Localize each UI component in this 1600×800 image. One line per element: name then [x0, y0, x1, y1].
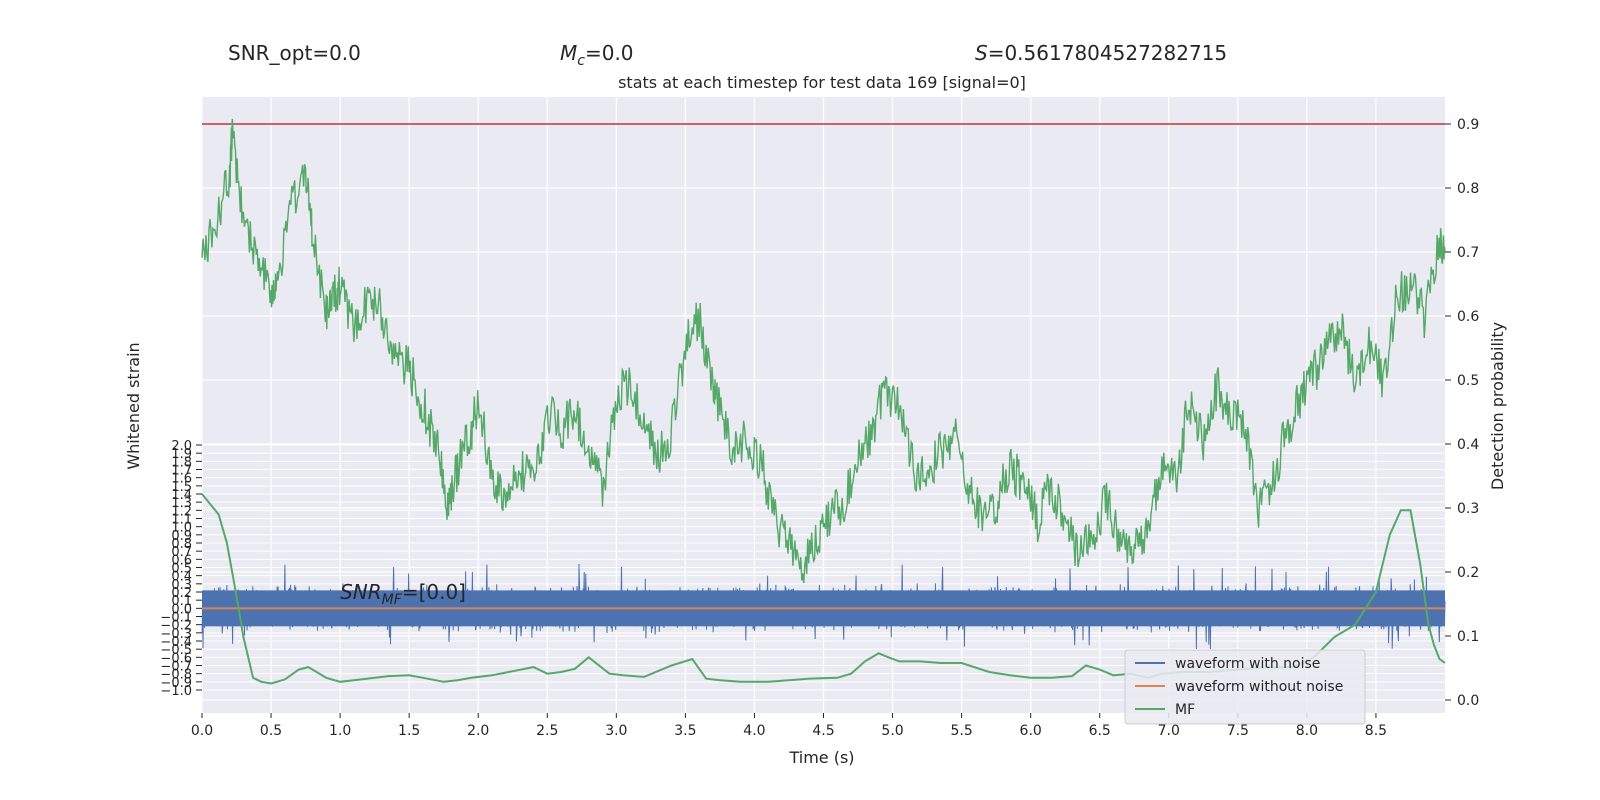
x-tick-label: 4.0 [743, 723, 765, 739]
x-tick-label: 6.5 [1089, 723, 1111, 739]
left-tick-label: −0.5 [160, 643, 192, 658]
x-tick-label: 5.0 [881, 723, 903, 739]
x-tick-label: 0.0 [191, 723, 213, 739]
mc-symbol: M [560, 41, 577, 65]
right-tick-label: 0.4 [1457, 437, 1479, 453]
x-tick-label: 7.0 [1158, 723, 1180, 739]
legend-label-waveform-without-noise: waveform without noise [1175, 679, 1343, 695]
left-tick-label: 0.7 [171, 545, 192, 560]
left-axis-label: Whitened strain [124, 342, 143, 469]
mc-value: =0.0 [585, 41, 634, 65]
left-tick-label: 0.0 [171, 602, 192, 617]
left-tick-label: 1.0 [171, 521, 192, 536]
left-tick-label: −0.1 [160, 611, 192, 626]
x-tick-label: 2.5 [536, 723, 558, 739]
x-axis-label: Time (s) [788, 748, 854, 767]
left-tick-label: −0.4 [160, 635, 192, 650]
x-tick-label: 1.5 [398, 723, 420, 739]
score-text: S=0.5617804527282715 [975, 41, 1227, 65]
snr-mf-rest: =[0.0] [402, 580, 466, 604]
s-value: =0.5617804527282715 [988, 41, 1227, 65]
right-tick-label: 0.0 [1457, 693, 1479, 709]
left-tick-label: −0.7 [160, 660, 192, 675]
snr-mf-base: SNR [340, 580, 382, 604]
left-tick-label: 0.2 [171, 586, 192, 601]
snr-opt-text: SNR_opt=0.0 [228, 41, 361, 65]
left-tick-label: −0.2 [160, 619, 192, 634]
x-tick-label: 1.0 [329, 723, 351, 739]
left-tick-label: 1.5 [171, 480, 192, 495]
grid-right [202, 123, 1445, 701]
left-tick-label: 1.4 [171, 488, 192, 503]
x-tick-label: 8.5 [1365, 723, 1387, 739]
s-symbol: S [975, 41, 988, 65]
legend-box [1124, 649, 1366, 725]
left-tick-label: 1.1 [171, 513, 192, 528]
left-tick-label: 1.3 [171, 496, 192, 511]
right-tick-label: 0.3 [1457, 501, 1479, 517]
x-tick-label: 4.5 [812, 723, 834, 739]
left-tick-label: −0.8 [160, 668, 192, 683]
x-tick-label: 8.0 [1296, 723, 1318, 739]
x-tick-label: 7.5 [1227, 723, 1249, 739]
x-tick-label: 5.5 [950, 723, 972, 739]
mc-subscript: c [577, 53, 585, 69]
x-tick-label: 0.5 [260, 723, 282, 739]
left-tick-label: −1.0 [160, 684, 192, 699]
left-tick-label: −0.3 [160, 627, 192, 642]
left-tick-label: 0.4 [171, 570, 192, 585]
right-tick-label: 0.1 [1457, 629, 1479, 645]
axes-ticks: 0.0 0.5 1.0 1.5 2.0 2.5 3.0 3.5 4.0 4.5 5.0 5.5 6.0 6… [160, 117, 1479, 739]
left-tick-label: 2.0 [171, 439, 192, 454]
right-tick-label: 0.8 [1457, 181, 1479, 197]
left-tick-label: 1.9 [171, 447, 192, 462]
chirp-mass-text: Mc=0.0 [560, 41, 634, 69]
left-tick-label: 0.1 [171, 594, 192, 609]
left-tick-label: 0.8 [171, 537, 192, 552]
left-tick-label: −0.6 [160, 651, 192, 666]
right-tick-label: 0.2 [1457, 565, 1479, 581]
left-tick-label: −0.9 [160, 676, 192, 691]
right-axis-label: Detection probability [1488, 322, 1507, 490]
left-tick-label: 1.8 [171, 455, 192, 470]
snr-mf-sub: MF [382, 592, 403, 608]
x-tick-label: 3.5 [674, 723, 696, 739]
x-tick-label: 3.0 [605, 723, 627, 739]
left-tick-label: 0.5 [171, 562, 192, 577]
legend-label-mf: MF [1175, 702, 1195, 718]
right-tick-label: 0.7 [1457, 245, 1479, 261]
left-tick-label: 0.6 [171, 553, 192, 568]
chart-title: stats at each timestep for test data 169… [618, 73, 1026, 92]
left-tick-label: 0.3 [171, 578, 192, 593]
legend-label-waveform-with-noise: waveform with noise [1175, 656, 1320, 672]
left-tick-label: 1.6 [171, 472, 192, 487]
series-detection-probability [201, 118, 1446, 584]
left-tick-label: 1.2 [171, 504, 192, 519]
left-tick-label: 0.9 [171, 529, 192, 544]
legend: waveform with noise waveform without noi… [1124, 649, 1366, 725]
x-tick-label: 6.0 [1020, 723, 1042, 739]
right-tick-label: 0.9 [1457, 117, 1479, 133]
right-tick-label: 0.5 [1457, 373, 1479, 389]
x-tick-label: 2.0 [467, 723, 489, 739]
right-tick-label: 0.6 [1457, 309, 1479, 325]
snr-mf-annotation: SNRMF=[0.0] [340, 580, 466, 608]
left-tick-label: 1.7 [171, 464, 192, 479]
